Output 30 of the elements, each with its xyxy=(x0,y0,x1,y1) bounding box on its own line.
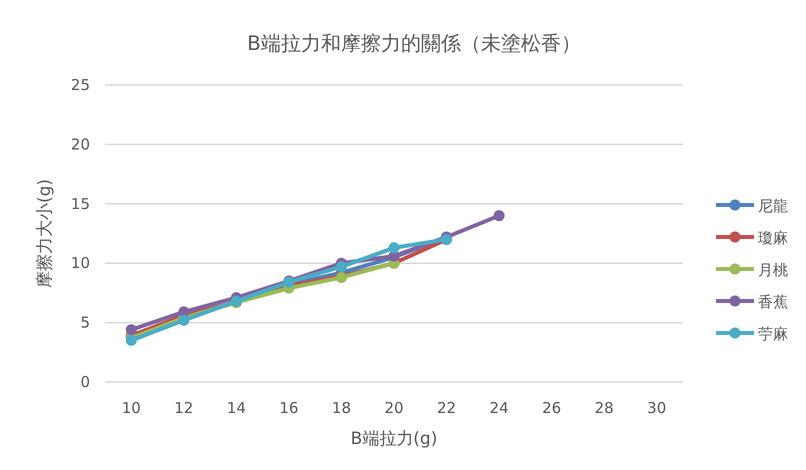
x-tick-label: 16 xyxy=(279,399,298,417)
legend-label: 香蕉 xyxy=(758,293,788,311)
y-tick-label: 25 xyxy=(70,76,90,94)
x-tick-label: 10 xyxy=(122,399,141,417)
x-axis-title: B端拉力(g) xyxy=(350,429,438,449)
y-tick-label: 15 xyxy=(70,194,90,213)
legend-label: 尼龍 xyxy=(758,197,788,215)
x-tick-label: 18 xyxy=(332,399,351,417)
point xyxy=(388,242,400,254)
y-tick-label: 5 xyxy=(80,314,90,332)
legend-label: 瓊麻 xyxy=(758,229,788,247)
x-tick-label: 12 xyxy=(174,399,194,417)
x-tick-label: 22 xyxy=(437,399,456,417)
chart-title: B端拉力和摩擦力的關係（未塗松香） xyxy=(247,31,581,55)
y-tick-label: 10 xyxy=(70,254,90,272)
x-tick-label: 20 xyxy=(384,399,404,417)
x-tick-label: 14 xyxy=(226,399,246,417)
y-axis-title: 摩擦力大小(g) xyxy=(35,178,55,288)
legend-label: 苧麻 xyxy=(758,325,788,343)
y-tick-label: 20 xyxy=(70,135,90,154)
point xyxy=(494,210,505,222)
x-tick-label: 30 xyxy=(647,399,666,417)
point xyxy=(126,324,137,336)
x-tick-label: 24 xyxy=(490,399,509,417)
x-tick-label: 26 xyxy=(542,399,562,417)
point xyxy=(178,314,190,326)
y-tick-label: 0 xyxy=(80,373,90,391)
x-tick-label: 28 xyxy=(594,399,614,417)
legend-label: 月桃 xyxy=(758,261,788,279)
point xyxy=(336,261,347,272)
